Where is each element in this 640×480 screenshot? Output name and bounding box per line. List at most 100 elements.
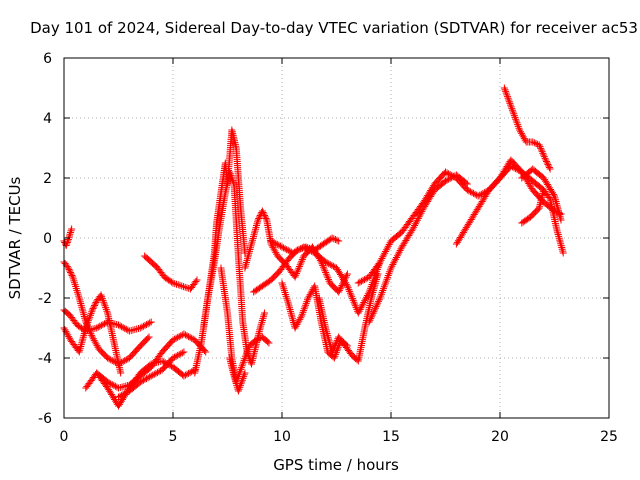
- data-point: [84, 317, 92, 325]
- data-point: [139, 322, 147, 330]
- data-point: [330, 354, 338, 362]
- data-point: [395, 248, 403, 256]
- series-trace-2: [60, 258, 153, 368]
- data-point: [534, 205, 542, 213]
- data-point: [295, 246, 303, 254]
- data-point: [375, 296, 383, 304]
- data-point: [278, 243, 286, 251]
- data-point: [328, 234, 336, 242]
- data-point: [168, 278, 176, 286]
- data-point: [370, 308, 378, 316]
- data-point: [100, 320, 108, 328]
- data-point: [101, 302, 109, 310]
- data-point: [322, 269, 330, 276]
- data-point: [119, 324, 127, 332]
- data-point: [186, 333, 194, 341]
- data-point: [387, 264, 395, 272]
- data-point: [188, 368, 196, 376]
- series-trace-22: [518, 186, 567, 257]
- data-point: [345, 286, 353, 294]
- data-point: [449, 173, 457, 181]
- data-point: [442, 168, 449, 176]
- data-point: [349, 296, 357, 304]
- data-point: [244, 346, 252, 354]
- data-point: [260, 210, 268, 218]
- data-point: [183, 370, 191, 378]
- data-point: [92, 299, 100, 306]
- data-point: [240, 373, 248, 381]
- data-point: [515, 166, 523, 174]
- data-point: [94, 323, 102, 331]
- data-point: [330, 343, 338, 351]
- series-trace-23: [518, 165, 565, 224]
- data-point: [149, 371, 157, 379]
- data-point: [321, 267, 329, 275]
- data-point: [396, 247, 404, 254]
- data-point: [138, 377, 146, 385]
- data-point: [175, 333, 183, 341]
- data-point: [67, 227, 75, 235]
- data-point: [354, 309, 362, 317]
- data-point: [100, 298, 108, 306]
- data-point: [515, 124, 523, 132]
- data-point: [67, 270, 75, 278]
- data-point: [117, 369, 125, 377]
- data-point: [514, 122, 522, 130]
- data-point: [356, 306, 364, 313]
- data-point: [169, 354, 177, 362]
- data-point: [121, 390, 129, 398]
- x-tick-label: 15: [382, 429, 400, 445]
- data-point: [446, 174, 454, 182]
- data-point: [336, 285, 344, 293]
- data-point: [512, 165, 520, 173]
- data-point: [100, 300, 108, 308]
- data-point: [367, 315, 375, 323]
- data-point: [510, 110, 518, 118]
- data-point: [108, 381, 116, 389]
- data-point: [296, 261, 304, 269]
- data-point: [227, 171, 235, 179]
- data-point: [537, 144, 545, 152]
- x-axis-label: GPS time / hours: [273, 456, 399, 474]
- data-point: [258, 207, 266, 215]
- data-point: [322, 270, 330, 278]
- data-point: [382, 248, 390, 255]
- data-point: [304, 246, 312, 254]
- data-point: [63, 263, 71, 270]
- data-point: [308, 247, 316, 255]
- data-point: [270, 239, 278, 247]
- data-point: [172, 280, 180, 288]
- data-point: [471, 190, 479, 198]
- data-point: [392, 255, 400, 263]
- data-point: [82, 322, 90, 330]
- data-point: [236, 382, 244, 390]
- data-point: [177, 332, 185, 340]
- data-point: [104, 354, 112, 362]
- data-point: [468, 189, 476, 197]
- data-point: [409, 225, 417, 233]
- data-point: [530, 139, 538, 147]
- data-point: [544, 161, 552, 168]
- data-point: [178, 349, 186, 357]
- data-point: [241, 355, 249, 363]
- data-point: [362, 275, 370, 283]
- data-point: [86, 311, 94, 319]
- data-point: [116, 392, 124, 400]
- data-point: [289, 249, 297, 257]
- data-point: [506, 99, 514, 107]
- data-point: [261, 212, 269, 219]
- data-point: [234, 387, 242, 395]
- data-point: [394, 250, 402, 258]
- data-point: [136, 324, 144, 332]
- y-tick-label: 6: [43, 51, 52, 67]
- data-point: [102, 304, 110, 312]
- data-point: [300, 305, 308, 313]
- data-point: [545, 194, 553, 201]
- data-point: [136, 378, 144, 386]
- data-point: [476, 191, 484, 199]
- data-point: [509, 108, 517, 116]
- data-point: [502, 87, 510, 95]
- data-point: [348, 295, 356, 303]
